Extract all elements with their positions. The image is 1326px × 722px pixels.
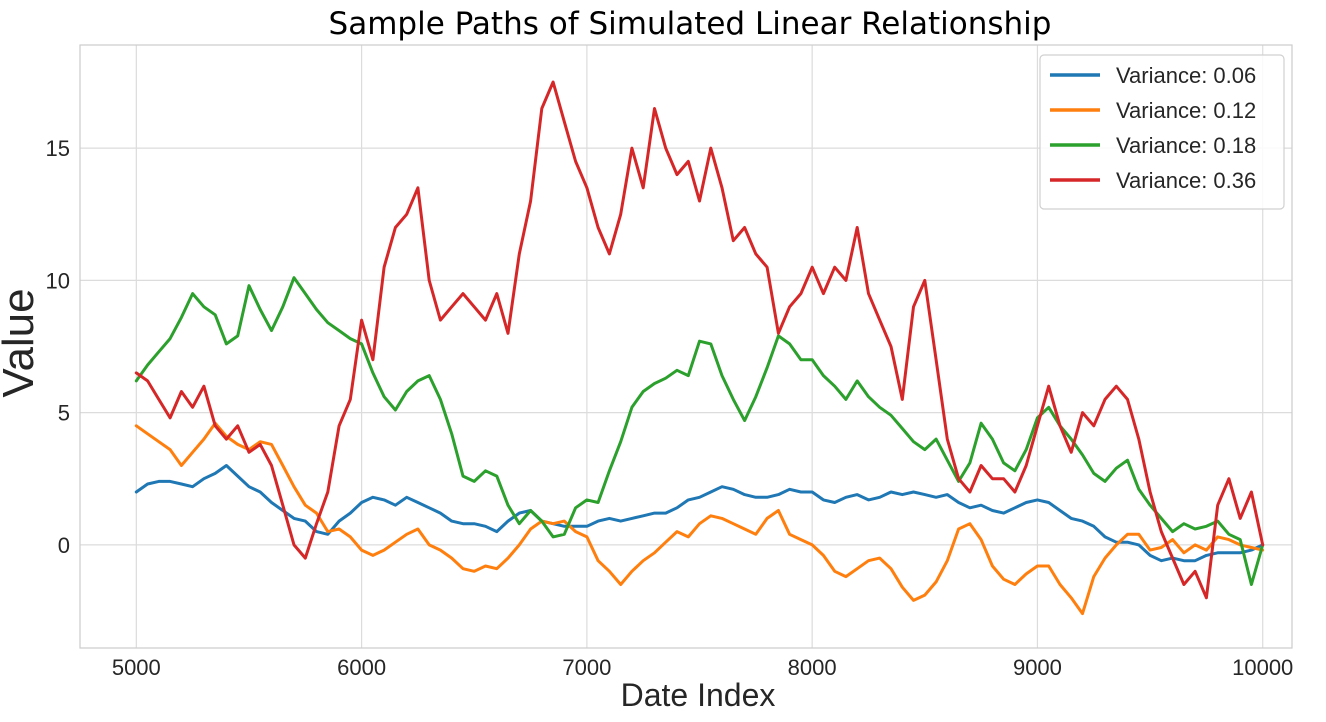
legend-entry: Variance: 0.12 — [1116, 98, 1256, 123]
chart-title: Sample Paths of Simulated Linear Relatio… — [329, 6, 1052, 42]
legend: Variance: 0.06 Variance: 0.12 Variance: 0.… — [1039, 54, 1285, 210]
y-axis-ticks: 0 5 10 15 — [46, 136, 70, 558]
legend-entry: Variance: 0.36 — [1116, 168, 1256, 193]
series-line-2 — [134, 421, 1265, 616]
y-tick-label: 0 — [58, 533, 70, 558]
y-tick-label: 15 — [46, 136, 70, 161]
series-line-3 — [134, 276, 1265, 586]
series-line-4 — [134, 80, 1265, 600]
y-axis-label: Value — [0, 288, 43, 397]
x-tick-label: 6000 — [337, 655, 386, 680]
legend-entry: Variance: 0.06 — [1116, 63, 1256, 88]
x-tick-label: 9000 — [1013, 655, 1062, 680]
series-lines — [134, 80, 1265, 616]
x-tick-label: 8000 — [788, 655, 837, 680]
series-line-1 — [134, 464, 1265, 563]
plot-frame — [79, 44, 1293, 649]
x-tick-label: 7000 — [562, 655, 611, 680]
x-axis-label: Date Index — [621, 677, 776, 713]
x-axis-ticks: 5000 6000 7000 8000 9000 10000 — [112, 655, 1293, 680]
x-tick-label: 10000 — [1232, 655, 1293, 680]
legend-box — [1039, 54, 1285, 210]
y-tick-label: 10 — [46, 268, 70, 293]
x-tick-label: 5000 — [112, 655, 161, 680]
y-tick-label: 5 — [58, 401, 70, 426]
legend-entry: Variance: 0.18 — [1116, 133, 1256, 158]
